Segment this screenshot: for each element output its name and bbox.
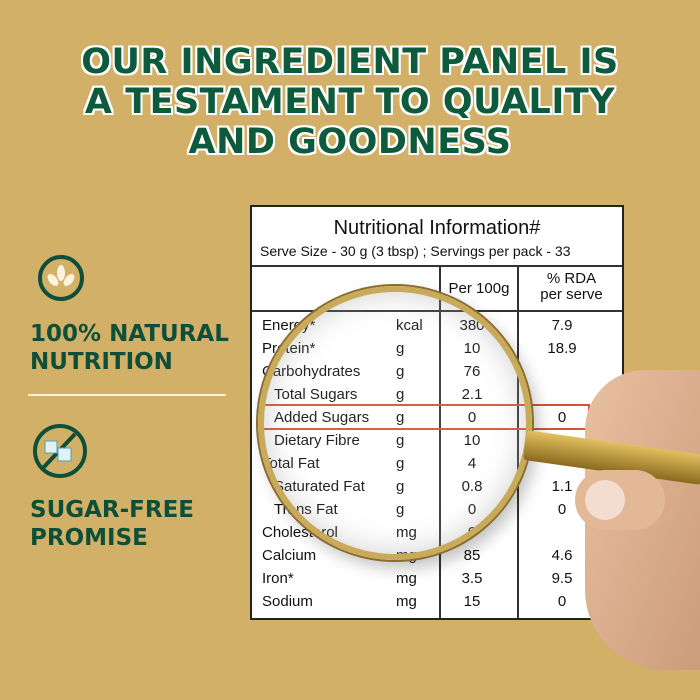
cell-rda: 7.9 <box>551 317 573 334</box>
cell-name: Calcium <box>262 547 317 564</box>
panel-title: Nutritional Information# <box>333 217 541 239</box>
cell-rda: 0 <box>557 409 567 426</box>
cell-name: Iron* <box>262 570 294 587</box>
serve-size: Serve Size - 30 g (3 tbsp) ; Servings pe… <box>260 243 571 259</box>
cell-rda: 0 <box>557 593 567 610</box>
table-row: Iron* mg 3.5 9.5 <box>252 570 622 593</box>
column-header: % RDA per serve <box>519 271 624 303</box>
magnifying-glass-icon <box>258 286 532 560</box>
divider <box>28 394 226 396</box>
headline-line: AND GOODNESS <box>188 122 512 162</box>
headline-line: OUR INGREDIENT PANEL IS <box>81 42 619 82</box>
cell-rda: 1.1 <box>551 478 573 495</box>
no-sugar-icon <box>33 424 87 478</box>
cell-rda: 9.5 <box>551 570 573 587</box>
feature-sugar-free: SUGAR-FREE PROMISE <box>30 496 194 552</box>
thumbnail-image <box>585 480 625 520</box>
table-row: Sodium mg 15 0 <box>252 593 622 616</box>
cell-rda: 0 <box>557 501 567 518</box>
feature-line: 100% NATURAL <box>30 321 229 347</box>
cell-unit: mg <box>396 570 417 587</box>
cell-per100: 15 <box>463 593 481 610</box>
cell-name: Sodium <box>262 593 313 610</box>
wheat-icon <box>38 255 84 301</box>
feature-natural-nutrition: 100% NATURAL NUTRITION <box>30 320 229 376</box>
column-header-line: per serve <box>540 286 603 303</box>
divider <box>252 265 622 267</box>
feature-line: PROMISE <box>30 525 148 551</box>
column-header-line: % RDA <box>546 270 597 287</box>
feature-line: SUGAR-FREE <box>30 497 195 523</box>
feature-line: NUTRITION <box>30 349 173 375</box>
cell-per100: 85 <box>463 547 481 564</box>
headline: OUR INGREDIENT PANEL IS A TESTAMENT TO Q… <box>0 42 700 162</box>
headline-line: A TESTAMENT TO QUALITY <box>84 82 616 122</box>
cell-rda: 4.6 <box>551 547 573 564</box>
cell-per100: 3.5 <box>461 570 483 587</box>
cell-rda: 18.9 <box>547 340 577 357</box>
column-header: Per 100g <box>448 280 510 297</box>
cell-unit: mg <box>396 593 417 610</box>
